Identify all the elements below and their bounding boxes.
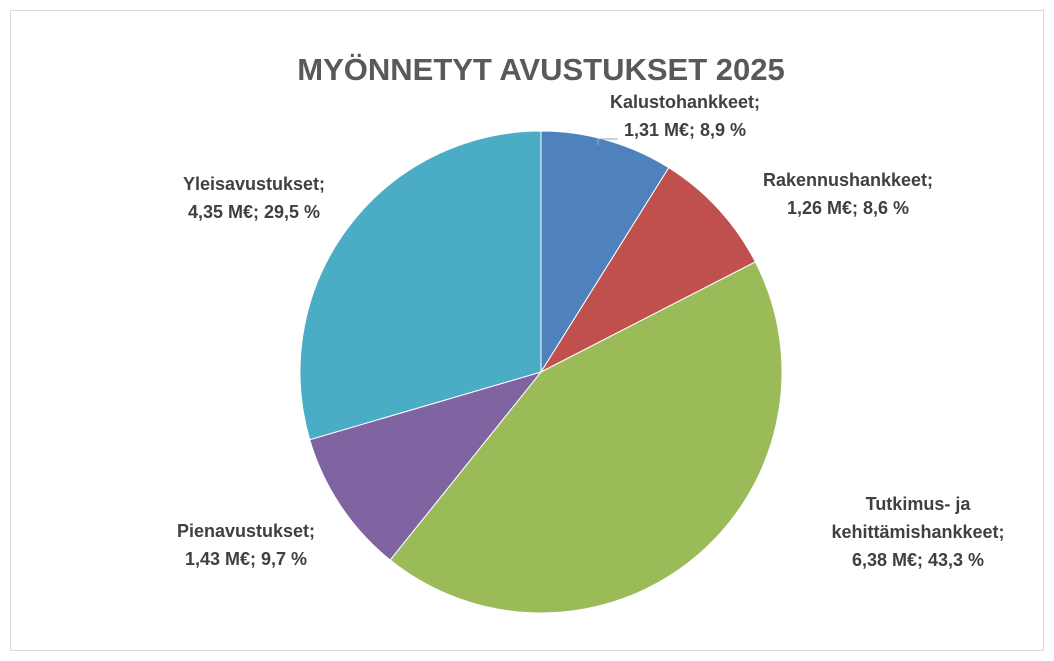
category-label: Tutkimus- ja kehittämishankkeet; — [831, 494, 1005, 542]
category-label: Yleisavustukset; — [182, 174, 326, 194]
category-label: Kalustohankkeet; — [609, 92, 761, 112]
chart-title: MYÖNNETYT AVUSTUKSET 2025 — [297, 52, 784, 87]
pie-slice — [299, 130, 542, 441]
data-label: Kalustohankkeet; 1,31 M€; 8,9 % — [555, 88, 815, 144]
pie-slice — [539, 166, 757, 374]
value-label: 1,31 M€; 8,9 % — [623, 120, 747, 140]
category-label: Pienavustukset; — [176, 521, 316, 541]
data-label: Yleisavustukset; 4,35 M€; 29,5 % — [124, 170, 384, 226]
value-label: 4,35 M€; 29,5 % — [187, 202, 321, 222]
leader-line — [597, 138, 618, 145]
value-label: 1,26 M€; 8,6 % — [786, 198, 910, 218]
data-label: Pienavustukset; 1,43 M€; 9,7 % — [116, 517, 376, 573]
data-label: Rakennushankkeet; 1,26 M€; 8,6 % — [718, 166, 978, 222]
category-label: Rakennushankkeet; — [762, 170, 934, 190]
pie-slice — [389, 261, 783, 614]
value-label: 6,38 M€; 43,3 % — [851, 550, 985, 570]
pie-slice — [309, 371, 543, 561]
data-label: Tutkimus- ja kehittämishankkeet; 6,38 M€;… — [803, 490, 1033, 574]
pie-slice — [540, 130, 670, 374]
pie — [299, 130, 783, 614]
value-label: 1,43 M€; 9,7 % — [184, 549, 308, 569]
